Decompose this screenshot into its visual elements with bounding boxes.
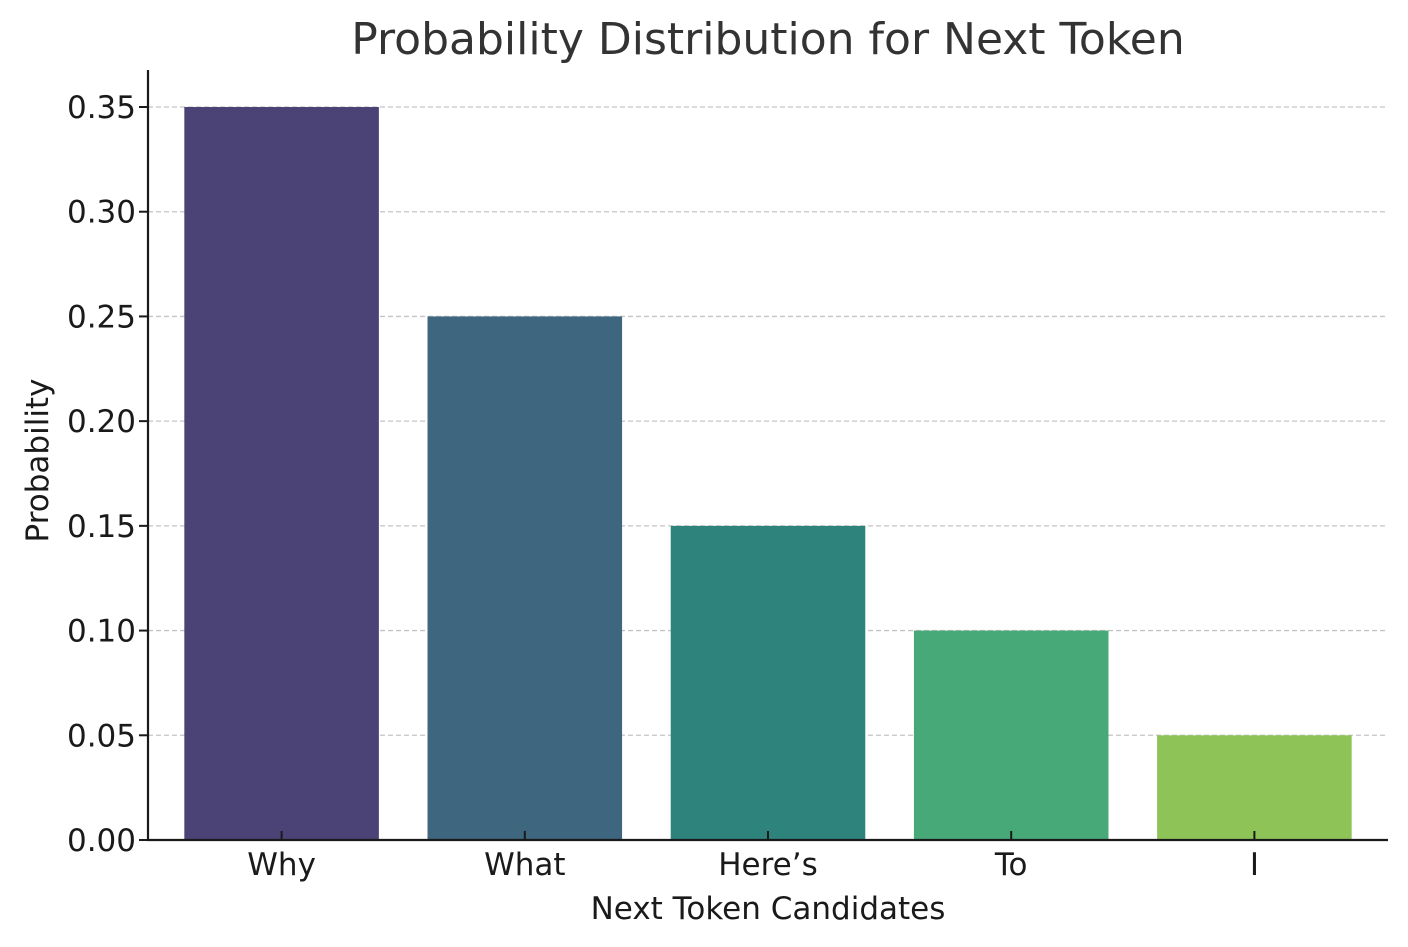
y-tick-label: 0.10: [67, 614, 136, 650]
x-tick-label: Here’s: [718, 847, 818, 883]
bars: [184, 107, 1352, 840]
bar: [913, 630, 1109, 840]
y-tick-label: 0.35: [67, 90, 136, 126]
y-tick-label: 0.30: [67, 195, 136, 231]
x-tick-label: I: [1250, 847, 1259, 883]
y-tick-label: 0.00: [67, 823, 136, 859]
bar: [427, 316, 623, 840]
y-axis-ticks: 0.00 0.05 0.10 0.15 0.20 0.25 0.30 0.35: [67, 90, 148, 859]
chart-title: Probability Distribution for Next Token: [351, 14, 1184, 65]
y-axis-title: Probability: [20, 379, 56, 543]
bar: [1157, 735, 1352, 840]
x-tick-label: Why: [247, 847, 316, 883]
x-axis-ticks: Why What Here’s To I: [247, 831, 1259, 883]
bar: [670, 525, 866, 840]
y-tick-label: 0.20: [67, 404, 136, 440]
y-tick-label: 0.25: [67, 299, 136, 335]
y-tick-label: 0.15: [67, 509, 136, 545]
y-tick-label: 0.05: [67, 718, 136, 754]
x-axis-title: Next Token Candidates: [591, 891, 946, 927]
x-tick-label: What: [484, 847, 565, 883]
bar: [184, 107, 379, 840]
x-tick-label: To: [994, 847, 1028, 883]
